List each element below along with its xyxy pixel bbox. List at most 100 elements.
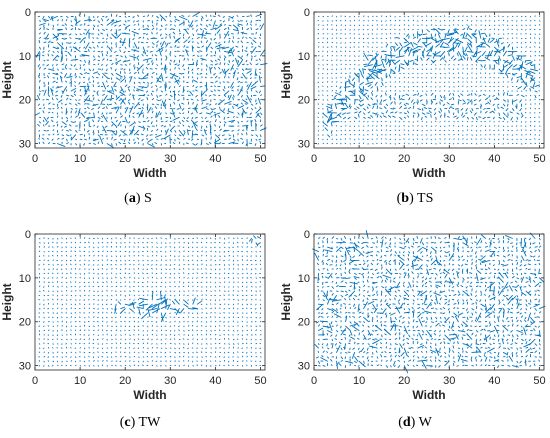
quiver-arrow: [136, 20, 140, 22]
quiver-arrow: [120, 97, 126, 105]
plot-area: [314, 234, 544, 370]
quiver-arrow: [154, 54, 158, 57]
quiver-arrow: [174, 79, 180, 83]
quiver-arrow: [363, 68, 367, 71]
quiver-arrow: [222, 89, 225, 92]
quiver-arrow: [169, 120, 173, 123]
quiver-arrow: [79, 94, 82, 97]
quiver-arrow: [327, 134, 331, 138]
quiver-arrow: [57, 42, 64, 49]
quiver-arrow: [184, 300, 189, 305]
caption-text-c: TW: [138, 415, 161, 430]
quiver-arrow: [156, 128, 159, 131]
panel-a: 0 10 20 30 40 50 0 10 20 30 Width Height (a) S: [0, 0, 275, 215]
quiver-arrow: [251, 55, 253, 58]
quiver-arrow: [227, 26, 230, 30]
quiver-arrow: [360, 99, 365, 102]
quiver-arrow: [171, 72, 176, 78]
caption-text-a: S: [144, 191, 152, 206]
quiver-arrow: [124, 64, 127, 66]
quiver-arrow: [443, 46, 450, 49]
quiver-arrow: [256, 236, 261, 239]
quiver-arrow: [513, 99, 518, 102]
quiver-arrow: [364, 64, 374, 68]
quiver-arrow: [114, 303, 117, 311]
quiver-arrow: [416, 236, 419, 239]
quiver-arrow: [517, 86, 522, 90]
quiver-arrow: [471, 34, 477, 39]
quiver-arrow: [358, 110, 362, 114]
quiver-arrow: [447, 29, 450, 34]
quiver-arrow: [48, 94, 51, 97]
quiver-arrow: [138, 121, 141, 123]
quiver-arrow: [259, 72, 261, 74]
quiver-arrow: [148, 308, 158, 311]
quiver-arrow: [348, 249, 351, 252]
quiver-arrow: [260, 112, 263, 116]
quiver-arrow: [136, 137, 140, 140]
quiver-arrow: [457, 42, 461, 48]
quiver-arrow: [339, 268, 342, 270]
quiver-arrow: [340, 237, 343, 241]
quiver-arrow: [201, 294, 203, 296]
quiver-arrow: [127, 99, 131, 101]
quiver-arrow: [100, 51, 104, 53]
quiver-arrow: [471, 108, 474, 111]
quiver-arrow: [178, 80, 180, 83]
quiver-arrow: [515, 259, 518, 262]
quiver-arrow: [201, 15, 204, 19]
quiver-arrow: [83, 94, 90, 103]
quiver-arrow: [151, 303, 160, 310]
quiver-arrow: [196, 99, 199, 102]
quiver-arrow: [253, 235, 257, 239]
quiver-arrow: [113, 138, 117, 141]
x-tick-label: 30: [164, 375, 176, 387]
quiver-arrow: [39, 121, 41, 124]
quiver-arrow: [92, 76, 95, 79]
quiver-arrow: [158, 48, 162, 57]
quiver-arrow: [74, 250, 77, 252]
quiver-arrow: [200, 143, 203, 146]
quiver-arrow: [519, 64, 527, 70]
quiver-arrow: [374, 56, 378, 66]
quiver-arrow: [223, 129, 230, 132]
quiver-arrow: [178, 15, 188, 21]
quiver-arrow: [210, 51, 213, 53]
quiver-arrow: [237, 20, 240, 23]
quiver-arrow: [210, 108, 213, 111]
quiver-arrow: [186, 116, 189, 120]
quiver-arrow: [371, 92, 374, 96]
quiver-arrow: [421, 255, 424, 258]
quiver-arrow: [122, 37, 126, 46]
quiver-arrow: [321, 259, 324, 263]
quiver-arrow: [154, 106, 158, 109]
quiver-arrow: [250, 23, 252, 26]
quiver-arrow: [232, 330, 235, 332]
quiver-arrow: [430, 251, 432, 255]
quiver-arrow: [178, 329, 180, 331]
quiver-arrow: [403, 112, 407, 115]
quiver-arrow: [403, 116, 407, 119]
quiver-arrow: [66, 138, 68, 142]
quiver-arrow: [523, 86, 527, 90]
quiver-arrow: [93, 50, 96, 52]
quiver-arrow: [435, 246, 438, 249]
quiver-arrow: [461, 264, 464, 267]
quiver-arrow: [182, 124, 185, 127]
quiver-arrow: [114, 116, 117, 119]
quiver-arrow: [335, 259, 337, 264]
quiver-arrow: [394, 59, 401, 65]
quiver-arrow: [388, 263, 392, 266]
quiver-arrow: [470, 42, 473, 48]
quiver-arrow: [524, 59, 527, 63]
quiver-arrow: [363, 116, 366, 119]
quiver-arrow: [375, 236, 378, 239]
quiver-arrow: [473, 33, 477, 36]
quiver-arrow: [241, 72, 247, 79]
quiver-arrow: [334, 103, 337, 109]
quiver-arrow: [75, 20, 81, 25]
quiver-arrow: [175, 308, 180, 315]
quiver-arrow: [358, 254, 361, 257]
quiver-arrow: [151, 86, 153, 89]
quiver-arrow: [133, 20, 135, 23]
